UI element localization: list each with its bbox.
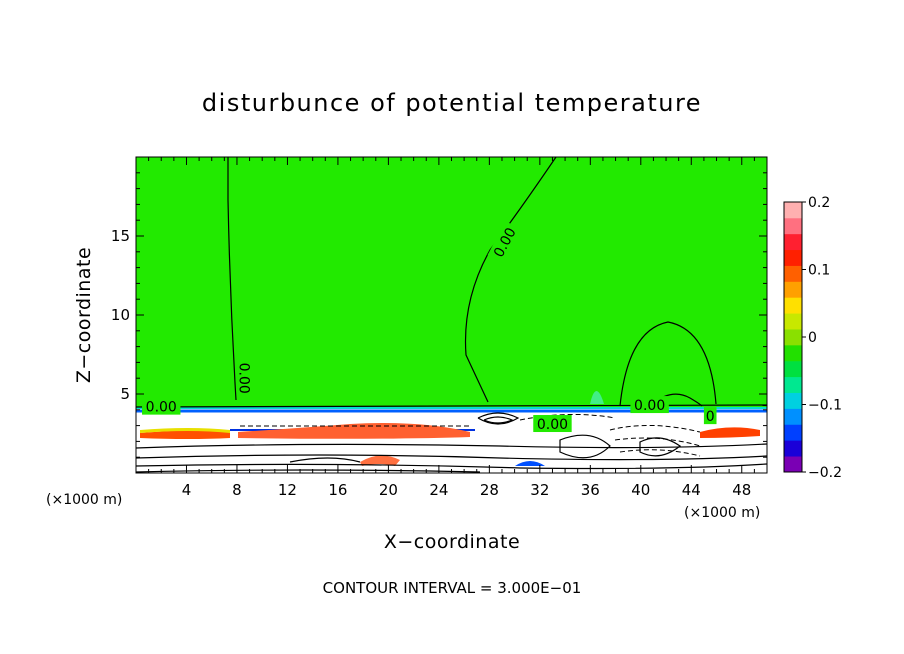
- colorbar-swatch-14: [784, 233, 802, 251]
- x-unit-right: (×1000 m): [684, 505, 760, 521]
- contour-label-1: 0.00: [236, 359, 254, 398]
- contour-label-0: 0.00: [142, 397, 181, 416]
- plot-area: 0.000.000.000.000.000 4 8 12 16 20 24 28 32 36 40…: [111, 156, 768, 499]
- contour-label-text-1: 0.00: [236, 363, 252, 394]
- contour-eddy-4: [639, 437, 682, 457]
- y-axis-label: Z−coordinate: [73, 247, 95, 383]
- x-unit-left: (×1000 m): [46, 492, 122, 508]
- cold-spot-bottom: [515, 461, 545, 466]
- field-features: 0.000.000.000.000.000: [136, 157, 767, 473]
- contour-label-bg-2: [487, 221, 521, 264]
- contour-dashed: [240, 413, 701, 457]
- colorbar-swatch-2: [784, 424, 802, 441]
- x-tick-label-4: 20: [379, 481, 398, 499]
- colorbar-label-4: −0.2: [808, 465, 842, 481]
- x-tick-label-7: 32: [530, 481, 549, 499]
- x-tick-label-9: 40: [631, 481, 650, 499]
- contour-label-bg-4: [630, 396, 669, 414]
- colorbar-swatch-6: [784, 360, 802, 378]
- x-tick-label-1: 8: [232, 481, 242, 499]
- y-tick-label-0: 5: [120, 385, 130, 403]
- contour-layer-2: [136, 454, 767, 461]
- colorbar: 0.2 0.1 0 −0.1 −0.2: [783, 195, 842, 481]
- contour-eddy-1: [477, 412, 520, 425]
- y-tick-label-2: 15: [111, 227, 130, 245]
- colorbar-swatch-12: [784, 265, 802, 282]
- colorbar-swatch-0: [784, 456, 802, 473]
- contour-dashed-4: [614, 437, 701, 447]
- colorbar-swatch-3: [784, 408, 802, 425]
- colorbar-swatch-5: [784, 376, 802, 393]
- colorbar-swatch-1: [784, 440, 802, 457]
- contour-layer-3: [136, 463, 767, 470]
- warm-blob-right: [700, 427, 760, 438]
- contour-label-bg-3: [533, 415, 572, 433]
- contour-label-bg-5: [703, 407, 717, 425]
- colorbar-swatch-4: [784, 392, 802, 409]
- y-tick-label-1: 10: [111, 306, 130, 324]
- x-axis-label: X−coordinate: [384, 531, 520, 553]
- contour-zero-dome: [619, 321, 717, 407]
- x-tick-label-10: 44: [682, 481, 701, 499]
- contour-label-text-5: 0: [706, 409, 715, 425]
- colorbar-swatch-16: [784, 202, 802, 219]
- warm-spot-bottom: [360, 455, 400, 466]
- x-tick-label-11: 48: [732, 481, 751, 499]
- contour-dashed-3: [609, 425, 701, 433]
- contour-interval-note: CONTOUR INTERVAL = 3.000E−01: [323, 579, 582, 597]
- contour-layer-4: [136, 469, 481, 473]
- cyan-plume: [590, 391, 604, 404]
- x-tick-label-6: 28: [480, 481, 499, 499]
- x-tick-label-0: 4: [182, 481, 192, 499]
- x-tick-label-8: 36: [581, 481, 600, 499]
- colorbar-label-2: 0: [808, 330, 817, 346]
- contour-zero-left: [227, 157, 237, 401]
- colorbar-swatch-11: [784, 281, 802, 298]
- colorbar-swatch-7: [784, 344, 802, 362]
- contour-label-text-0: 0.00: [146, 400, 177, 416]
- contour-eddy-3: [559, 434, 611, 459]
- contour-label-bg-1: [236, 359, 254, 398]
- boundary-layer: [136, 409, 767, 473]
- contour-label-bg-0: [142, 397, 181, 415]
- contour-eddy-2: [483, 416, 514, 424]
- colorbar-swatch-10: [784, 297, 802, 314]
- warm-band: [140, 430, 230, 439]
- contour-layer-1: [136, 443, 767, 449]
- yellow-band: [140, 428, 230, 433]
- colorbar-label-1: 0.1: [808, 263, 830, 279]
- x-tick-label-2: 12: [278, 481, 297, 499]
- colorbar-label-3: −0.1: [808, 398, 842, 414]
- contour-eddy-5: [289, 457, 361, 463]
- contour-label-text-4: 0.00: [634, 398, 665, 414]
- x-tick-label-3: 16: [328, 481, 347, 499]
- colorbar-swatch-15: [784, 217, 802, 235]
- contour-zero-mid: [464, 157, 557, 403]
- chart-title: disturbunce of potential temperature: [202, 89, 702, 117]
- colorbar-swatch-13: [784, 249, 802, 266]
- contour-label-5: 0: [703, 407, 717, 425]
- colorbar-label-0: 0.2: [808, 195, 830, 211]
- x-tick-label-5: 24: [429, 481, 448, 499]
- contour-dashed-5: [619, 449, 701, 457]
- contour-label-text-3: 0.00: [537, 417, 568, 433]
- contour-label-3: 0.00: [533, 415, 572, 433]
- contour-label-4: 0.00: [630, 396, 669, 414]
- colorbar-swatch-8: [784, 329, 802, 346]
- warm-blob-mid: [238, 423, 470, 439]
- contour-dashed-2: [519, 413, 616, 421]
- colorbar-swatch-9: [784, 313, 802, 330]
